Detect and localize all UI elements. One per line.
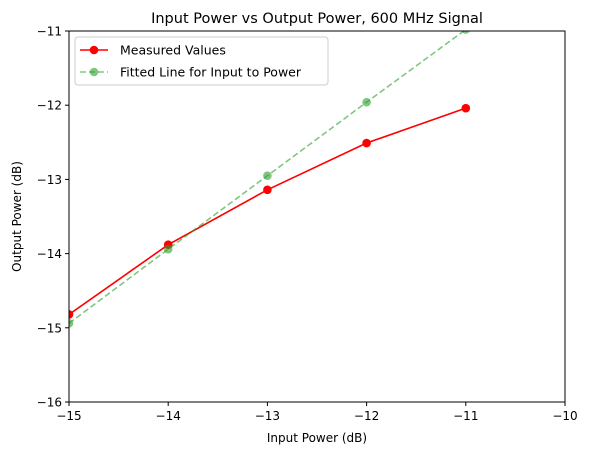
y-tick-label: −12 — [37, 99, 62, 113]
legend-swatch-marker — [89, 45, 99, 55]
plot-frame — [68, 30, 566, 403]
series-2 — [69, 31, 470, 328]
y-axis: −16 −15 −14 −13 −12 −11 — [37, 25, 69, 410]
legend-item: Measured Values — [80, 43, 226, 58]
y-tick-label: −13 — [37, 173, 62, 187]
data-point — [263, 185, 272, 195]
x-axis: −15 −14 −13 −12 −11 −10 — [56, 402, 578, 423]
x-tick-label: −14 — [156, 409, 181, 423]
y-tick-label: −15 — [37, 321, 62, 335]
series-1 — [69, 103, 471, 319]
legend-label: Fitted Line for Input to Power — [120, 65, 302, 80]
y-tick-label: −14 — [37, 247, 62, 261]
legend-swatch-marker — [89, 67, 99, 77]
data-point — [163, 244, 173, 254]
x-tick-label: −10 — [552, 409, 577, 423]
legend-box — [74, 36, 329, 86]
data-point — [69, 310, 74, 319]
legend-label: Measured Values — [120, 43, 226, 58]
chart-title: Input Power vs Output Power, 600 MHz Sig… — [151, 11, 483, 27]
series-layer — [69, 31, 471, 328]
x-tick-label: −12 — [354, 409, 379, 423]
plot-area — [69, 31, 565, 402]
x-tick-label: −13 — [255, 409, 280, 423]
legend: Measured Values Fitted Line for Input to … — [74, 36, 329, 86]
x-tick-label: −15 — [56, 409, 81, 423]
data-point — [69, 319, 74, 328]
x-axis-label: Input Power (dB) — [267, 431, 367, 445]
x-tick-label: −11 — [453, 409, 478, 423]
legend-item: Fitted Line for Input to Power — [80, 65, 302, 80]
data-point — [362, 97, 371, 107]
data-point — [461, 31, 470, 34]
data-point — [263, 171, 272, 180]
data-point — [362, 138, 371, 148]
y-axis-label: Output Power (dB) — [10, 161, 24, 272]
data-point — [461, 103, 471, 113]
y-tick-label: −16 — [37, 396, 62, 410]
y-tick-label: −11 — [37, 25, 62, 39]
